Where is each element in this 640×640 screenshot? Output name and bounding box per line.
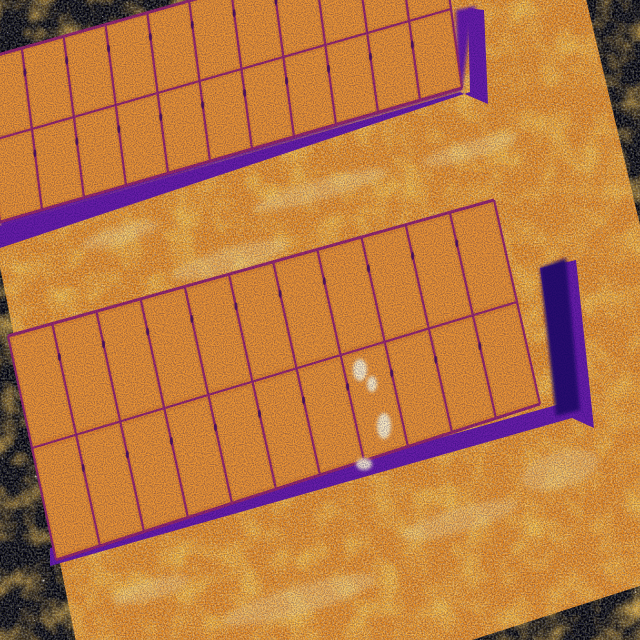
star-dot	[22, 462, 24, 464]
star-dot	[637, 196, 639, 198]
star-dot	[34, 475, 37, 478]
star-dot	[44, 29, 46, 31]
star-dot	[6, 32, 8, 34]
panel-row-divider	[0, 0, 198, 56]
star-dot	[598, 29, 600, 31]
star-dot	[19, 607, 21, 609]
star-dot	[2, 458, 4, 460]
star-dot	[628, 607, 630, 609]
star-dot	[611, 86, 613, 88]
star-dot	[126, 1, 128, 3]
star-dot	[147, 4, 149, 6]
star-dot	[34, 619, 36, 621]
star-dot	[634, 591, 637, 593]
star-dot	[629, 132, 631, 134]
star-dot	[561, 622, 563, 624]
star-dot	[101, 15, 103, 17]
star-dot	[42, 579, 45, 582]
star-dot	[35, 530, 37, 532]
